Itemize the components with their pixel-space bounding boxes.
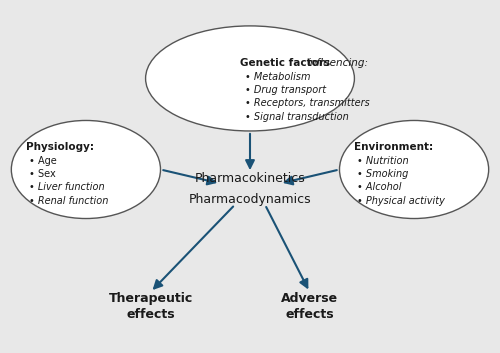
Text: • Smoking: • Smoking (357, 169, 408, 179)
Text: • Age: • Age (28, 156, 56, 166)
Text: Therapeutic
effects: Therapeutic effects (108, 292, 192, 321)
Text: • Drug transport: • Drug transport (245, 85, 326, 95)
Text: • Metabolism: • Metabolism (245, 72, 310, 82)
Text: • Nutrition: • Nutrition (357, 156, 408, 166)
Text: • Liver function: • Liver function (28, 183, 104, 192)
Text: Physiology:: Physiology: (26, 142, 94, 152)
Text: • Alcohol: • Alcohol (357, 183, 402, 192)
Ellipse shape (340, 120, 488, 219)
Text: • Signal transduction: • Signal transduction (245, 112, 349, 122)
Text: • Sex: • Sex (28, 169, 56, 179)
Text: influencing:: influencing: (307, 58, 368, 68)
Text: Genetic factors: Genetic factors (240, 58, 334, 68)
Text: • Physical activity: • Physical activity (357, 196, 445, 206)
Text: Adverse
effects: Adverse effects (281, 292, 338, 321)
Text: • Receptors, transmitters: • Receptors, transmitters (245, 98, 370, 108)
Text: • Renal function: • Renal function (28, 196, 108, 206)
Ellipse shape (12, 120, 160, 219)
Text: Pharmacokinetics: Pharmacokinetics (194, 172, 306, 185)
Text: Pharmacodynamics: Pharmacodynamics (188, 193, 312, 206)
Ellipse shape (146, 26, 354, 131)
Text: Environment:: Environment: (354, 142, 434, 152)
